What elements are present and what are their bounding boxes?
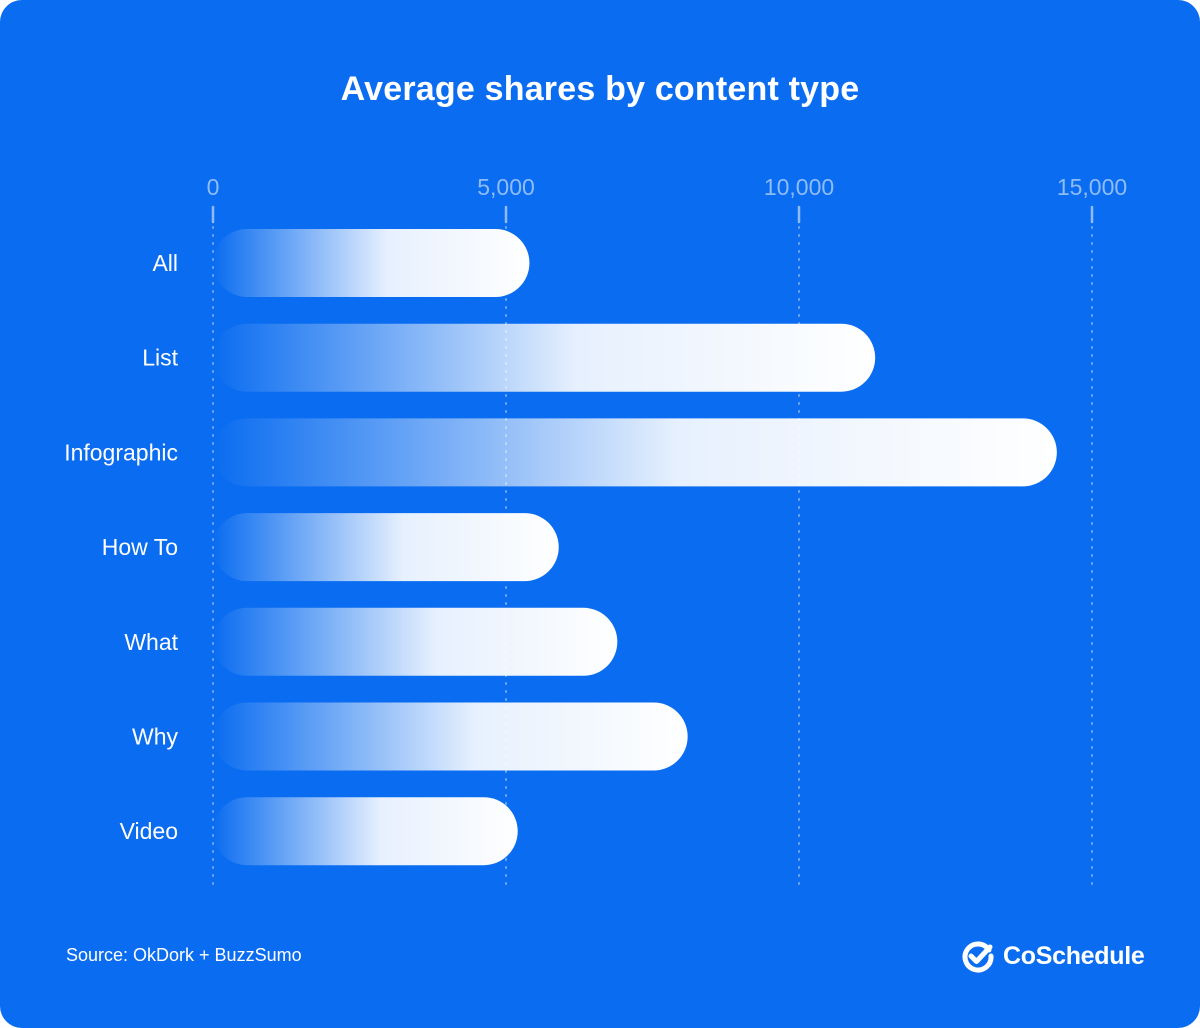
bar-left-edge (213, 608, 247, 676)
category-label: What (124, 629, 178, 655)
bar-left-edge (213, 703, 247, 771)
category-label: All (152, 250, 178, 276)
bar (213, 418, 1057, 487)
category-label: Why (132, 724, 179, 750)
bar-left-edge (213, 324, 247, 392)
brand-logo: CoSchedule (961, 938, 1145, 974)
bars (213, 229, 1057, 866)
bar (213, 229, 530, 297)
bar (213, 607, 618, 676)
bar (213, 323, 876, 392)
bar-left-edge (213, 418, 247, 486)
tick-label: 5,000 (477, 174, 535, 200)
bar-left-edge (213, 513, 247, 581)
x-axis-ticks: 0 5,000 10,000 15,000 (207, 174, 1127, 224)
category-label: How To (102, 534, 178, 560)
tick-label: 15,000 (1057, 174, 1127, 200)
tick-label: 10,000 (764, 174, 834, 200)
category-label: List (142, 345, 178, 371)
category-labels: All List Infographic How To What Why Video (64, 250, 178, 844)
check-circle-icon (961, 939, 995, 973)
brand-name: CoSchedule (1003, 941, 1145, 970)
tick-label: 0 (207, 174, 220, 200)
chart-title: Average shares by content type (340, 70, 860, 108)
source-note: Source: OkDork + BuzzSumo (66, 945, 302, 965)
category-label: Infographic (64, 439, 178, 465)
bar (213, 797, 518, 866)
bar-left-edge (213, 797, 247, 865)
bar (213, 513, 559, 582)
bar (213, 702, 688, 771)
category-label: Video (120, 818, 178, 844)
bar-left-edge (213, 229, 247, 297)
